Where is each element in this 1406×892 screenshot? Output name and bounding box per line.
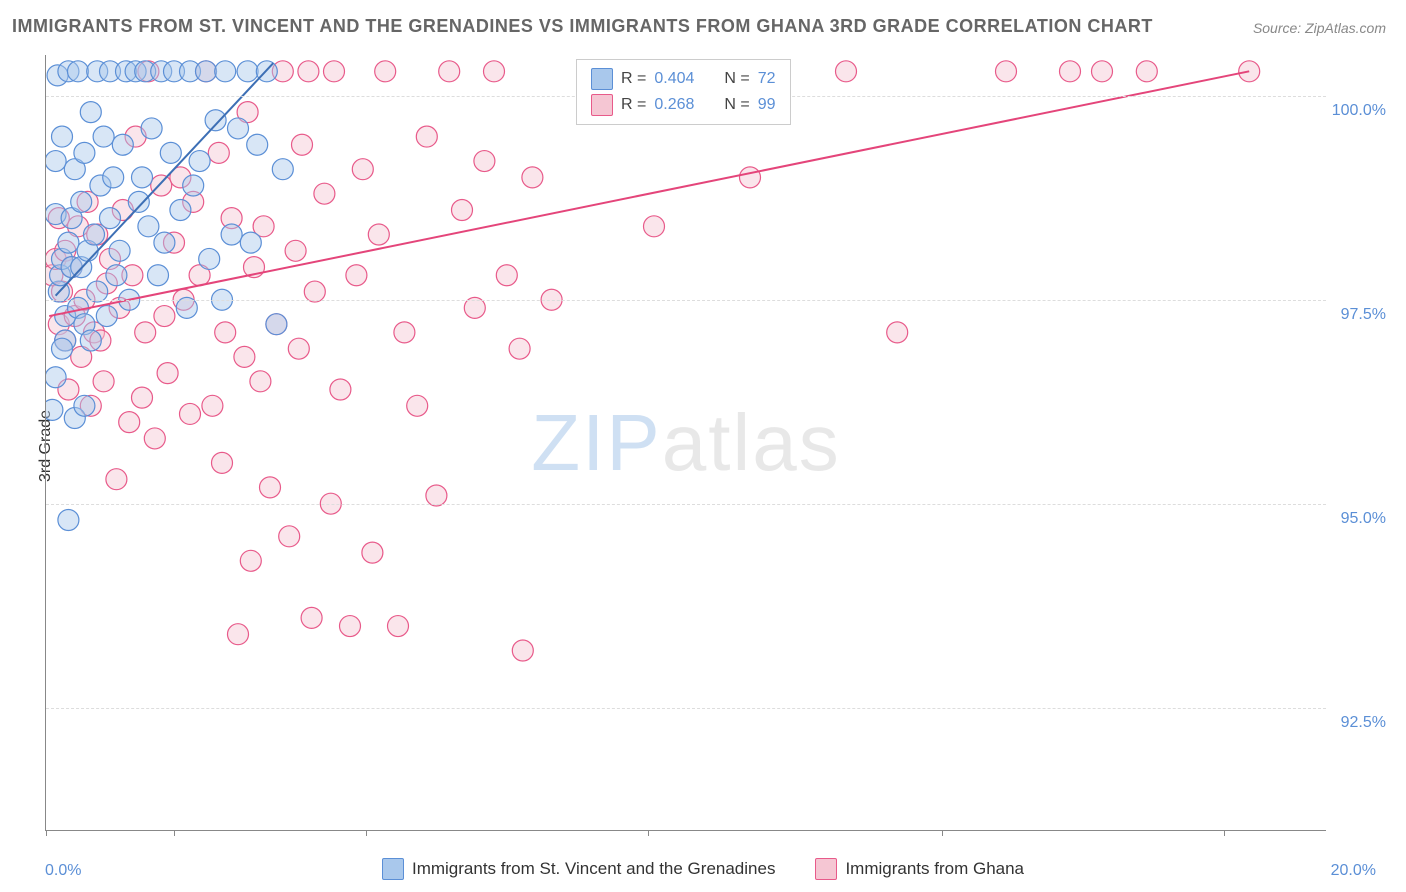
bottom-legend-item-1: Immigrants from Ghana <box>815 858 1024 880</box>
y-tick-label: 100.0% <box>1332 102 1386 120</box>
legend-row-series-0: R = 0.404 N = 72 <box>591 66 776 92</box>
legend-swatch-1 <box>591 94 613 116</box>
chart-title: IMMIGRANTS FROM ST. VINCENT AND THE GREN… <box>12 16 1153 37</box>
y-tick-label: 95.0% <box>1341 510 1386 528</box>
bottom-swatch-1 <box>815 858 837 880</box>
legend-swatch-0 <box>591 68 613 90</box>
scatter-svg <box>46 55 1326 830</box>
plot-area: ZIPatlas R = 0.404 N = 72 R = 0.268 N = … <box>45 55 1326 831</box>
stats-legend: R = 0.404 N = 72 R = 0.268 N = 99 <box>576 59 791 125</box>
bottom-legend: Immigrants from St. Vincent and the Gren… <box>0 858 1406 880</box>
y-tick-label: 97.5% <box>1341 306 1386 324</box>
bottom-swatch-0 <box>382 858 404 880</box>
bottom-legend-item-0: Immigrants from St. Vincent and the Gren… <box>382 858 775 880</box>
y-tick-label: 92.5% <box>1341 714 1386 732</box>
legend-row-series-1: R = 0.268 N = 99 <box>591 92 776 118</box>
source-credit: Source: ZipAtlas.com <box>1253 20 1386 36</box>
